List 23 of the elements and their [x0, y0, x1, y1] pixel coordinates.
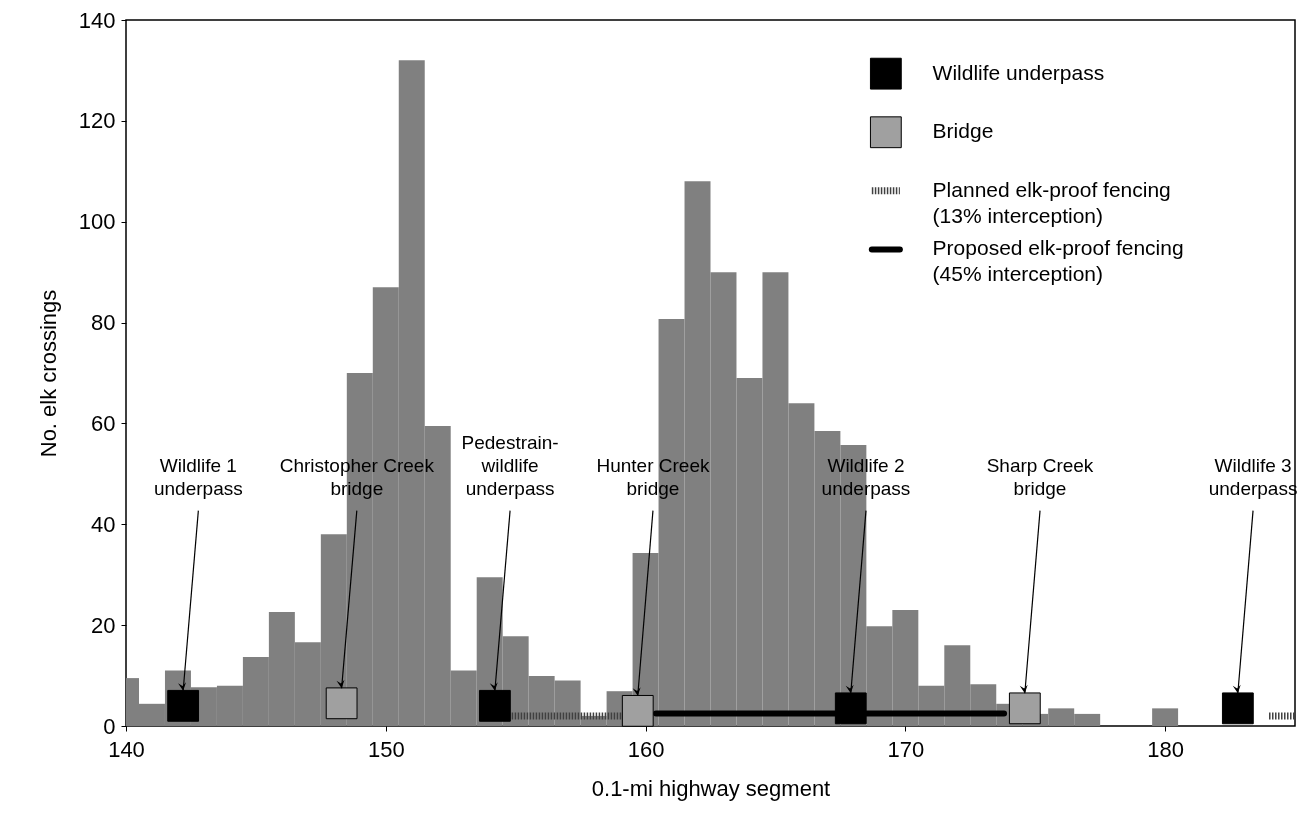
y-tick-label: 20	[91, 612, 116, 638]
annotation: Wildlife 1 underpass	[153, 454, 243, 499]
x-tick-label: 140	[108, 736, 145, 762]
y-tick-label: 100	[78, 209, 116, 235]
annotation: Pedestrain- wildlife underpass	[461, 431, 559, 499]
legend-label: Wildlife underpass	[932, 60, 1105, 84]
y-tick-label: 120	[78, 108, 116, 134]
x-tick-label: 160	[627, 736, 665, 762]
legend-label: Planned elk-proof fencing (13% interception)	[932, 177, 1171, 227]
legend-label: Proposed elk-proof fencing (45% interception)	[932, 236, 1184, 286]
y-tick-label: 80	[91, 310, 116, 336]
y-tick-label: 0	[103, 713, 116, 739]
x-tick-label: 180	[1147, 736, 1184, 762]
legend-label: Bridge	[932, 119, 994, 143]
annotation: Hunter Creek bridge	[596, 454, 710, 499]
y-axis-title: No. elk crossings	[35, 289, 61, 458]
y-tick-label: 60	[91, 410, 116, 436]
y-tick-label: 40	[91, 511, 116, 537]
y-tick-label: 140	[78, 7, 116, 33]
x-tick-label: 150	[367, 736, 405, 762]
x-tick-label: 170	[887, 736, 925, 762]
annotation: Sharp Creek bridge	[986, 454, 1094, 499]
x-axis-title: 0.1-mi highway segment	[591, 775, 831, 801]
